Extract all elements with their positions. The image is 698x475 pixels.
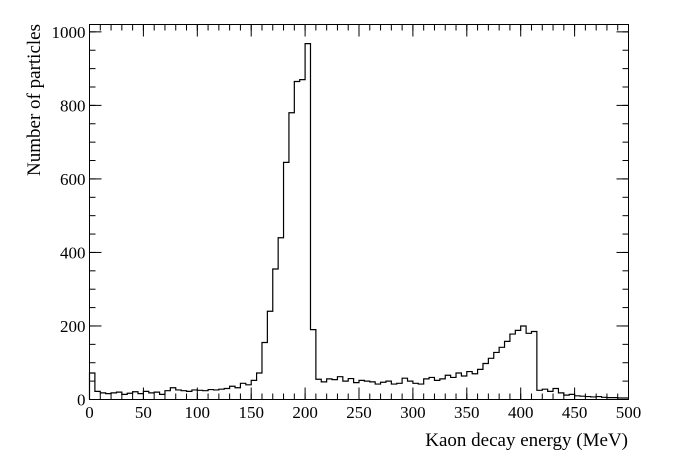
axis-ticks <box>89 24 629 400</box>
x-tick-label: 250 <box>346 403 372 422</box>
plot-frame <box>89 24 629 400</box>
histogram-series <box>88 43 629 400</box>
x-tick-label: 0 <box>85 403 94 422</box>
x-tick-label: 500 <box>616 403 642 422</box>
y-axis-title: Number of particles <box>24 24 45 176</box>
x-tick-labels: 0 50 100 150 200 250 300 350 400 450 500 <box>85 403 641 422</box>
y-tick-label: 800 <box>60 96 86 115</box>
x-tick-label: 50 <box>135 403 152 422</box>
y-tick-label: 400 <box>60 243 86 262</box>
x-tick-label: 200 <box>292 403 318 422</box>
x-tick-label: 150 <box>238 403 264 422</box>
y-tick-label: 200 <box>60 317 86 336</box>
y-tick-labels: 0 200 400 600 800 1000 <box>52 23 86 410</box>
x-tick-label: 400 <box>508 403 534 422</box>
y-tick-label: 0 <box>77 391 86 410</box>
y-tick-label: 600 <box>60 170 86 189</box>
x-tick-label: 450 <box>562 403 588 422</box>
x-tick-label: 350 <box>454 403 480 422</box>
y-tick-label: 1000 <box>52 23 86 42</box>
x-tick-label: 300 <box>400 403 426 422</box>
x-axis-title: Kaon decay energy (MeV) <box>425 430 628 451</box>
x-tick-label: 100 <box>185 403 211 422</box>
